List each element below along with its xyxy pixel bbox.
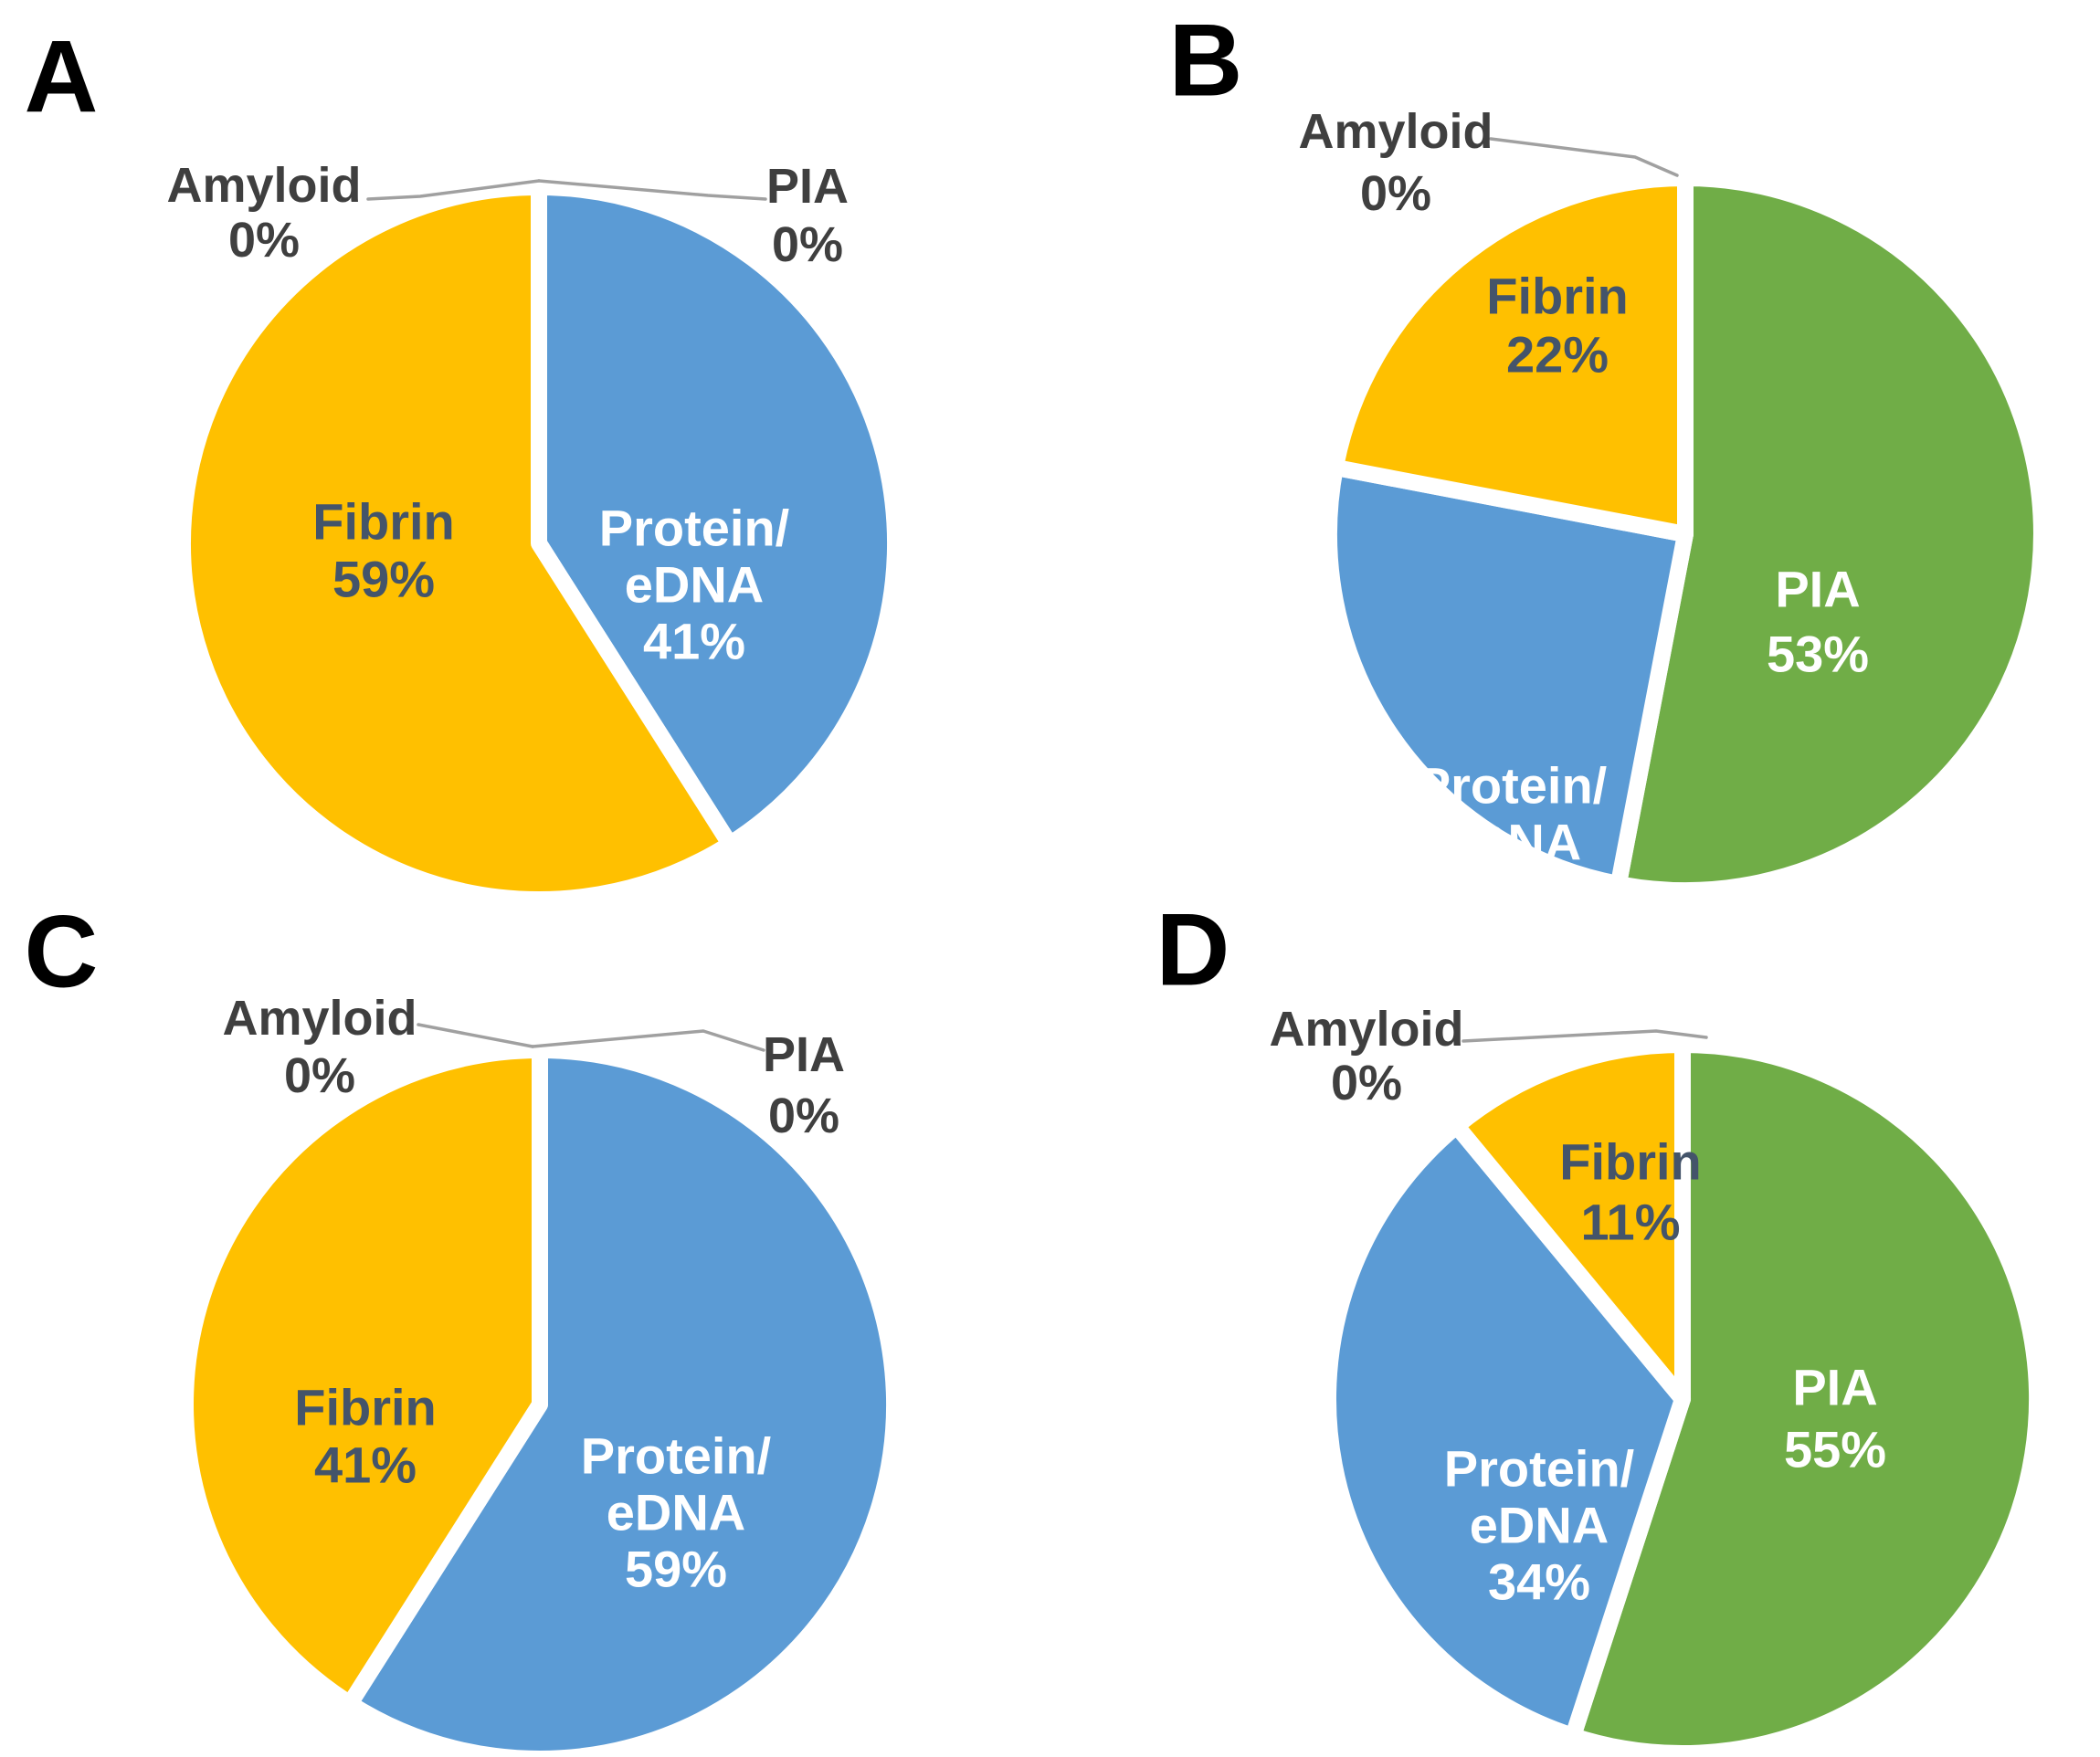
panel-letter-c: C: [25, 895, 99, 1009]
panel-letter-d: D: [1156, 893, 1230, 1007]
slice-label-pia: 55%: [1784, 1421, 1886, 1478]
outside-label-amyloid: Amyloid: [222, 991, 417, 1046]
outside-label-amyloid: Amyloid: [1269, 1002, 1463, 1057]
leader-line-amyloid: [1462, 1029, 1708, 1043]
slice-label-protein-edna: eDNA: [1470, 1497, 1609, 1554]
slice-label-protein-edna: eDNA: [625, 556, 764, 614]
slice-label-fibrin: Fibrin: [294, 1379, 437, 1436]
slice-label-pia: 53%: [1767, 626, 1869, 683]
outside-label-amyloid: 0%: [1360, 166, 1431, 221]
leader-line-amyloid: [417, 1023, 534, 1048]
outside-label-amyloid: 0%: [228, 213, 300, 268]
pie-slice-protein-edna: [342, 1042, 902, 1757]
panel-letter-b: B: [1169, 4, 1243, 118]
slice-label-fibrin: Fibrin: [1559, 1133, 1702, 1191]
leader-line-pia: [531, 1029, 765, 1052]
pie-slice-fibrin: [174, 179, 738, 908]
slice-label-fibrin: 22%: [1506, 326, 1609, 384]
slice-label-protein-edna: eDNA: [1442, 814, 1581, 871]
slice-label-fibrin: 41%: [314, 1436, 417, 1494]
slice-label-fibrin: 59%: [332, 551, 435, 608]
panel-letter-a: A: [25, 20, 99, 134]
leader-line-pia: [537, 179, 767, 201]
slice-label-pia: PIA: [1792, 1359, 1877, 1416]
pie-slice-pia: [1609, 170, 2050, 899]
outside-label-pia: PIA: [763, 1027, 845, 1082]
leader-line-amyloid: [366, 179, 541, 201]
outside-label-amyloid: 0%: [1331, 1056, 1402, 1110]
pie-slice-fibrin: [1448, 1036, 1691, 1407]
outside-label-amyloid: 0%: [284, 1048, 355, 1103]
pie-slice-protein-edna: [1319, 1118, 1691, 1744]
outside-label-amyloid: Amyloid: [166, 158, 361, 213]
slice-label-protein-edna: eDNA: [607, 1484, 745, 1541]
pie-slice-fibrin: [177, 1042, 548, 1712]
leader-line-amyloid: [1489, 137, 1679, 177]
slice-label-protein-edna: Protein/: [1444, 1440, 1635, 1498]
slice-label-protein-edna: 34%: [1488, 1553, 1590, 1611]
slice-label-protein-edna: 59%: [625, 1541, 727, 1598]
slice-label-protein-edna: Protein/: [599, 500, 790, 557]
outside-label-pia: 0%: [772, 217, 843, 272]
slice-label-fibrin: Fibrin: [1486, 268, 1629, 325]
pie-slice-protein-edna: [1321, 458, 1694, 893]
slice-label-protein-edna: Protein/: [581, 1427, 772, 1485]
slice-label-pia: PIA: [1775, 561, 1860, 618]
slice-label-fibrin: 11%: [1581, 1194, 1681, 1251]
slice-label-protein-edna: Protein/: [1417, 757, 1608, 815]
slice-label-protein-edna: 41%: [643, 613, 745, 670]
slice-label-protein-edna: 25%: [1461, 870, 1563, 928]
pie-slice-fibrin: [1326, 170, 1694, 542]
outside-label-amyloid: Amyloid: [1298, 104, 1493, 159]
outside-label-pia: PIA: [766, 159, 849, 214]
outside-label-pia: 0%: [768, 1089, 839, 1143]
slice-label-fibrin: Fibrin: [312, 493, 455, 551]
